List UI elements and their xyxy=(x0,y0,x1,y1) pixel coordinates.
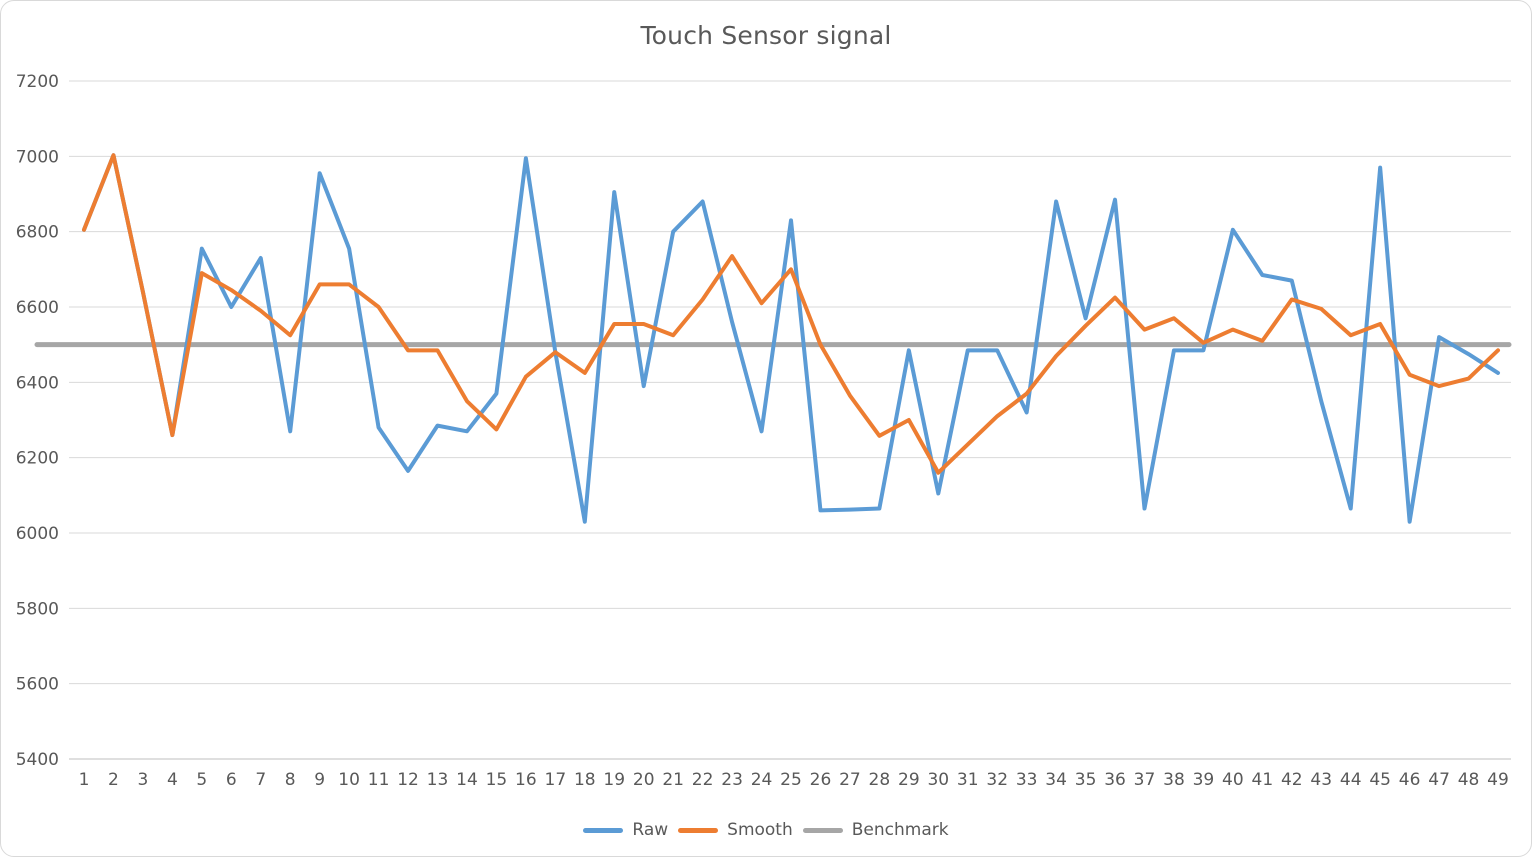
legend-label-raw: Raw xyxy=(632,820,669,840)
x-tick-label: 26 xyxy=(810,770,832,790)
x-tick-label: 20 xyxy=(633,770,655,790)
smooth-line-swatch xyxy=(678,827,719,833)
x-tick-label: 25 xyxy=(780,770,802,790)
legend-item-raw: Raw xyxy=(583,820,668,840)
x-tick-label: 14 xyxy=(456,770,478,790)
raw-series-line xyxy=(82,153,1500,524)
x-tick-label: 30 xyxy=(927,770,949,790)
x-tick-label: 37 xyxy=(1134,770,1156,790)
y-tick-label: 5600 xyxy=(16,675,59,695)
x-tick-label: 32 xyxy=(986,770,1008,790)
x-tick-label: 49 xyxy=(1487,770,1509,790)
legend-item-benchmark: Benchmark xyxy=(802,820,949,840)
chart-title: Touch Sensor signal xyxy=(640,21,892,50)
x-tick-label: 28 xyxy=(869,770,891,790)
y-tick-label: 6800 xyxy=(16,223,59,243)
x-tick-label: 44 xyxy=(1340,770,1362,790)
smooth-series-line xyxy=(82,153,1500,475)
x-tick-label: 39 xyxy=(1193,770,1215,790)
x-tick-label: 48 xyxy=(1458,770,1480,790)
x-tick-label: 34 xyxy=(1045,770,1067,790)
legend-label-benchmark: Benchmark xyxy=(851,820,949,840)
x-tick-label: 21 xyxy=(662,770,684,790)
y-tick-label: 5400 xyxy=(16,750,59,770)
x-tick-label: 9 xyxy=(314,770,325,790)
x-tick-label: 23 xyxy=(721,770,743,790)
x-tick-label: 24 xyxy=(751,770,773,790)
legend-label-smooth: Smooth xyxy=(727,820,793,840)
x-tick-label: 10 xyxy=(338,770,360,790)
chart-legend: Raw Smooth Benchmark xyxy=(1,820,1531,840)
x-tick-label: 38 xyxy=(1163,770,1185,790)
x-tick-label: 35 xyxy=(1075,770,1097,790)
x-tick-label: 16 xyxy=(515,770,537,790)
y-tick-label: 7000 xyxy=(16,147,59,167)
x-tick-label: 47 xyxy=(1428,770,1450,790)
y-tick-label: 6600 xyxy=(16,298,59,318)
x-tick-label: 27 xyxy=(839,770,861,790)
x-tick-label: 42 xyxy=(1281,770,1303,790)
legend-item-smooth: Smooth xyxy=(678,820,793,840)
x-tick-label: 4 xyxy=(167,770,178,790)
x-tick-label: 41 xyxy=(1252,770,1274,790)
x-tick-label: 29 xyxy=(898,770,920,790)
x-tick-label: 17 xyxy=(545,770,567,790)
x-tick-label: 22 xyxy=(692,770,714,790)
x-tick-label: 1 xyxy=(79,770,90,790)
x-tick-label: 2 xyxy=(108,770,119,790)
x-tick-label: 43 xyxy=(1310,770,1332,790)
x-tick-label: 11 xyxy=(368,770,390,790)
x-tick-label: 33 xyxy=(1016,770,1038,790)
y-tick-label: 6200 xyxy=(16,449,59,469)
x-tick-label: 40 xyxy=(1222,770,1244,790)
y-tick-label: 6400 xyxy=(16,373,59,393)
x-tick-label: 12 xyxy=(397,770,419,790)
x-tick-label: 18 xyxy=(574,770,596,790)
x-tick-label: 15 xyxy=(486,770,508,790)
raw-line-swatch xyxy=(583,827,624,833)
x-tick-label: 36 xyxy=(1104,770,1126,790)
x-tick-label: 31 xyxy=(957,770,979,790)
x-tick-label: 7 xyxy=(255,770,266,790)
y-tick-label: 5800 xyxy=(16,599,59,619)
benchmark-line-swatch xyxy=(802,827,843,833)
y-tick-label: 7200 xyxy=(16,72,59,92)
x-tick-label: 8 xyxy=(285,770,296,790)
x-tick-label: 6 xyxy=(226,770,237,790)
x-tick-label: 19 xyxy=(603,770,625,790)
y-tick-label: 6000 xyxy=(16,524,59,544)
x-tick-label: 46 xyxy=(1399,770,1421,790)
x-tick-label: 5 xyxy=(196,770,207,790)
x-tick-label: 45 xyxy=(1369,770,1391,790)
x-tick-label: 3 xyxy=(138,770,149,790)
x-tick-label: 13 xyxy=(427,770,449,790)
